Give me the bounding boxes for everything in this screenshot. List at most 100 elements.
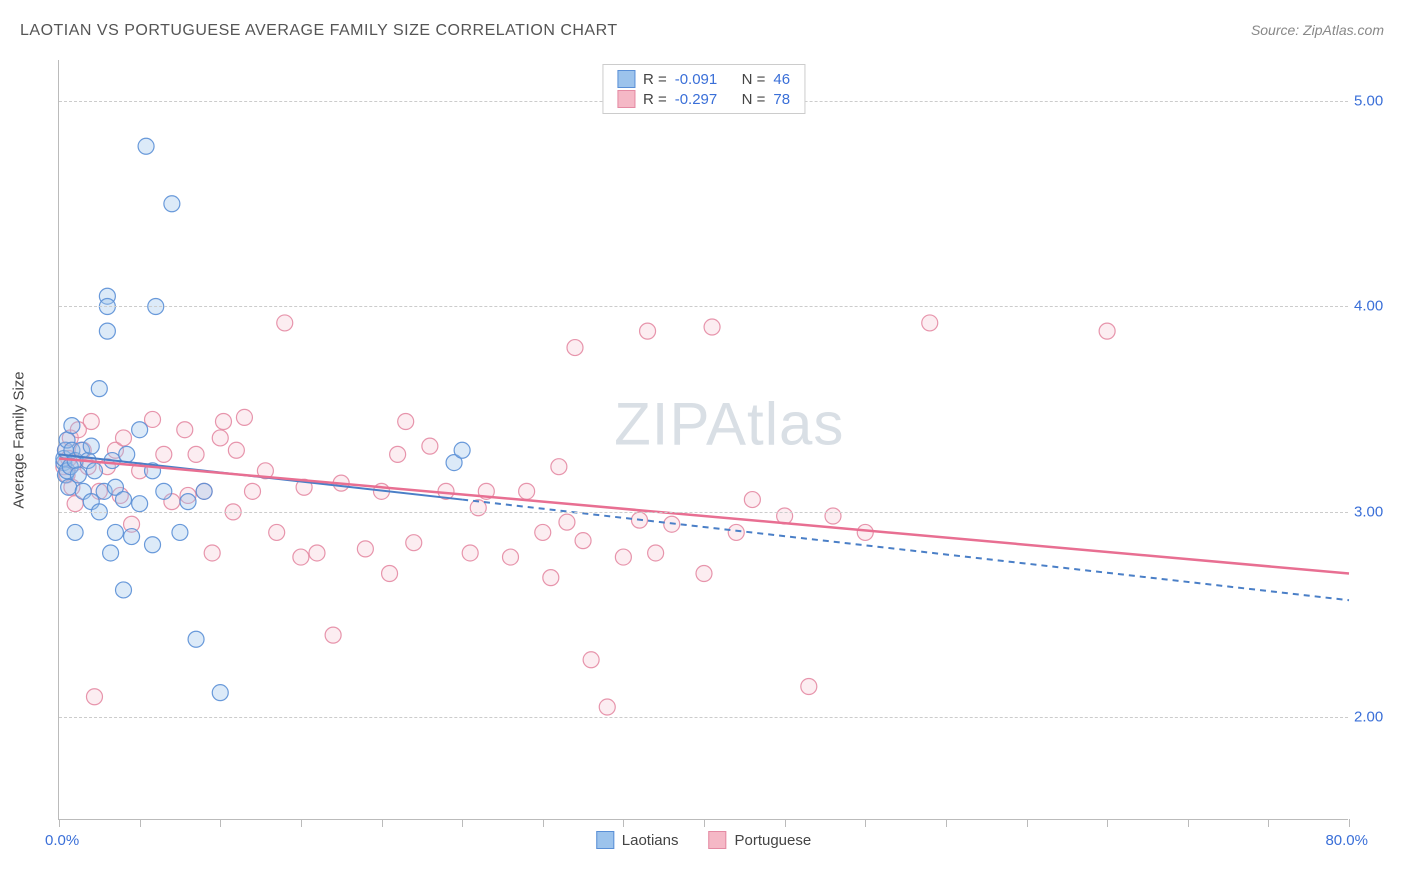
data-point [293, 549, 309, 565]
data-point [67, 524, 83, 540]
data-point [236, 409, 252, 425]
x-tick [543, 819, 544, 827]
data-point [99, 323, 115, 339]
legend-stats-row-portuguese: R = -0.297 N = 78 [617, 89, 790, 109]
data-point [64, 418, 80, 434]
data-point [454, 442, 470, 458]
data-point [382, 566, 398, 582]
data-point [422, 438, 438, 454]
data-point [269, 524, 285, 540]
data-point [145, 537, 161, 553]
x-tick [462, 819, 463, 827]
y-axis-title: Average Family Size [11, 371, 28, 508]
data-point [132, 496, 148, 512]
n-value-portuguese: 78 [773, 91, 790, 108]
gridline-h [59, 512, 1348, 513]
data-point [156, 446, 172, 462]
data-point [519, 483, 535, 499]
data-point [704, 319, 720, 335]
x-tick [704, 819, 705, 827]
data-point [543, 570, 559, 586]
y-tick-label: 3.00 [1354, 503, 1398, 520]
data-point [132, 422, 148, 438]
x-tick [1188, 819, 1189, 827]
data-point [599, 699, 615, 715]
data-point [922, 315, 938, 331]
data-point [696, 566, 712, 582]
data-point [559, 514, 575, 530]
data-point [119, 446, 135, 462]
data-point [124, 529, 140, 545]
data-point [156, 483, 172, 499]
data-point [615, 549, 631, 565]
data-point [857, 524, 873, 540]
x-tick [946, 819, 947, 827]
plot-area: Average Family Size ZIPAtlas R = -0.091 … [58, 60, 1348, 820]
data-point [188, 446, 204, 462]
x-tick [865, 819, 866, 827]
legend-label-laotians: Laotians [622, 832, 679, 849]
data-point [309, 545, 325, 561]
data-point [648, 545, 664, 561]
data-point [575, 533, 591, 549]
legend-item-portuguese: Portuguese [708, 831, 811, 849]
y-tick-label: 5.00 [1354, 93, 1398, 110]
gridline-h [59, 306, 1348, 307]
swatch-laotians [596, 831, 614, 849]
x-tick [1107, 819, 1108, 827]
data-point [825, 508, 841, 524]
swatch-portuguese [617, 90, 635, 108]
legend-series: Laotians Portuguese [596, 831, 811, 849]
x-min-label: 0.0% [45, 832, 79, 849]
legend-stats: R = -0.091 N = 46 R = -0.297 N = 78 [602, 64, 805, 114]
data-point [325, 627, 341, 643]
data-point [116, 430, 132, 446]
data-point [728, 524, 744, 540]
data-point [83, 438, 99, 454]
gridline-h [59, 717, 1348, 718]
source-name: ZipAtlas.com [1303, 22, 1384, 38]
x-tick [1349, 819, 1350, 827]
data-point [91, 381, 107, 397]
r-label: R = [643, 71, 667, 88]
data-point [583, 652, 599, 668]
data-point [744, 492, 760, 508]
data-point [406, 535, 422, 551]
data-point [70, 467, 86, 483]
legend-item-laotians: Laotians [596, 831, 679, 849]
data-point [164, 196, 180, 212]
data-point [228, 442, 244, 458]
x-max-label: 80.0% [1325, 832, 1368, 849]
data-point [86, 689, 102, 705]
data-point [83, 414, 99, 430]
data-point [390, 446, 406, 462]
legend-stats-row-laotians: R = -0.091 N = 46 [617, 69, 790, 89]
data-point [277, 315, 293, 331]
data-point [551, 459, 567, 475]
data-point [1099, 323, 1115, 339]
data-point [212, 685, 228, 701]
chart-title: LAOTIAN VS PORTUGUESE AVERAGE FAMILY SIZ… [20, 22, 618, 40]
data-point [138, 138, 154, 154]
x-tick [220, 819, 221, 827]
swatch-portuguese [708, 831, 726, 849]
legend-label-portuguese: Portuguese [734, 832, 811, 849]
data-point [567, 340, 583, 356]
data-point [86, 463, 102, 479]
data-point [640, 323, 656, 339]
data-point [245, 483, 261, 499]
data-point [145, 411, 161, 427]
data-point [801, 678, 817, 694]
r-label: R = [643, 91, 667, 108]
swatch-laotians [617, 70, 635, 88]
y-tick-label: 2.00 [1354, 709, 1398, 726]
r-value-portuguese: -0.297 [675, 91, 718, 108]
r-value-laotians: -0.091 [675, 71, 718, 88]
trend-line [59, 458, 1349, 573]
data-point [535, 524, 551, 540]
n-value-laotians: 46 [773, 71, 790, 88]
source-attribution: Source: ZipAtlas.com [1251, 22, 1384, 38]
data-point [172, 524, 188, 540]
data-point [357, 541, 373, 557]
n-label: N = [742, 91, 766, 108]
